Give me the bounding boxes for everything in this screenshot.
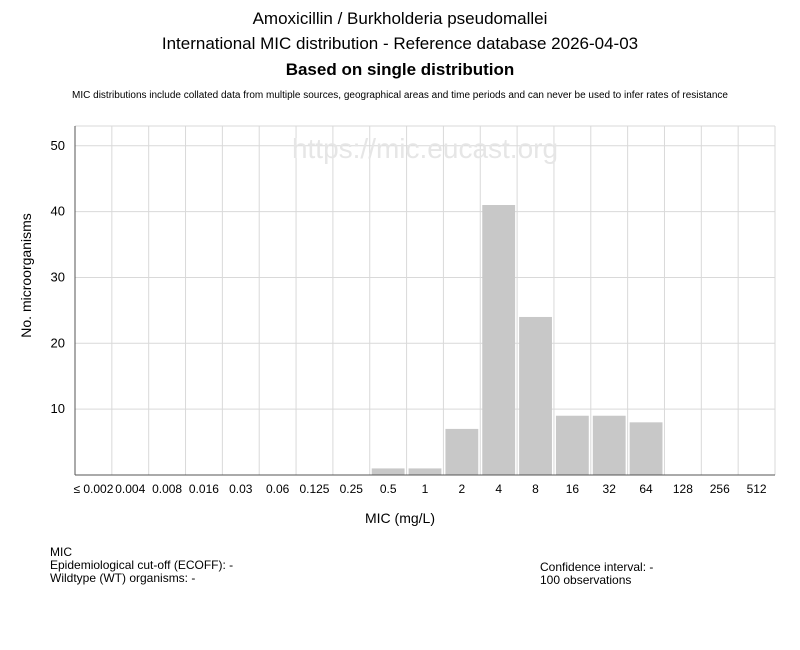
x-tick-label: 32: [603, 482, 617, 496]
x-tick-label: 0.008: [152, 482, 182, 496]
chart-basis-title: Based on single distribution: [285, 60, 515, 79]
x-tick-label: 4: [495, 482, 502, 496]
x-tick-label: 2: [458, 482, 465, 496]
bar: [629, 422, 663, 475]
bar: [519, 316, 552, 475]
footer-left: MIC Epidemiological cut-off (ECOFF): - W…: [50, 546, 233, 585]
x-tick-label: 64: [639, 482, 653, 496]
x-tick-label: ≤ 0.002: [73, 482, 113, 496]
observations-count: 100 observations: [540, 573, 632, 587]
chart-subtitle: International MIC distribution - Referen…: [161, 34, 639, 53]
bar: [482, 205, 516, 476]
y-tick-label: 30: [51, 269, 65, 284]
x-axis-label: MIC (mg/L): [365, 510, 435, 526]
x-tick-label: 512: [747, 482, 767, 496]
watermark-text: https://mic.eucast.org: [292, 133, 558, 164]
x-tick-label: 0.5: [380, 482, 397, 496]
mic-label: MIC: [50, 545, 72, 559]
y-tick-label: 40: [51, 204, 65, 219]
x-tick-label: 0.06: [266, 482, 290, 496]
x-tick-label: 0.016: [189, 482, 219, 496]
x-tick-label: 0.25: [340, 482, 364, 496]
bar: [445, 428, 479, 475]
x-tick-label: 16: [566, 482, 580, 496]
bar: [371, 468, 405, 475]
x-tick-label: 256: [710, 482, 730, 496]
x-tick-label: 0.004: [115, 482, 145, 496]
x-tick-label: 128: [673, 482, 693, 496]
bar: [555, 415, 589, 475]
x-tick-label: 1: [422, 482, 429, 496]
y-tick-label: 50: [51, 138, 65, 153]
y-axis-label: No. microorganisms: [18, 213, 34, 337]
chart-title: Amoxicillin / Burkholderia pseudomallei: [252, 9, 548, 28]
x-tick-label: 8: [532, 482, 539, 496]
x-tick-label: 0.125: [299, 482, 329, 496]
bar: [408, 468, 442, 475]
y-tick-label: 20: [51, 335, 65, 350]
footer-right: Confidence interval: - 100 observations: [540, 561, 653, 587]
ecoff-text: Epidemiological cut-off (ECOFF): -: [50, 558, 234, 572]
bar: [592, 415, 626, 475]
confidence-interval-text: Confidence interval: -: [540, 560, 654, 574]
y-tick-label: 10: [51, 401, 65, 416]
disclaimer-note: MIC distributions include collated data …: [72, 90, 728, 101]
x-tick-label: 0.03: [229, 482, 253, 496]
wildtype-text: Wildtype (WT) organisms: -: [50, 571, 196, 585]
